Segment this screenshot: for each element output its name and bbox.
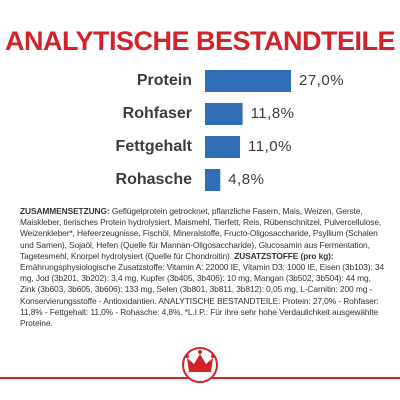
category-label: Rohfaser: [123, 105, 192, 122]
category-label: Rohasche: [116, 171, 193, 188]
composition-text: Geflügelprotein getrocknet, pflanzliche …: [20, 206, 382, 261]
composition-heading: ZUSAMMENSETZUNG:: [20, 206, 110, 216]
bar: [205, 103, 243, 125]
value-label: 11,0%: [248, 138, 292, 155]
category-label: Fettgehalt: [116, 138, 193, 155]
value-label: 11,8%: [251, 105, 295, 122]
logo: [182, 347, 218, 383]
value-label: 27,0%: [299, 72, 344, 89]
additives-heading: ZUSATZSTOFFE (pro kg):: [234, 250, 334, 261]
bar: [205, 70, 291, 92]
additives-text: Ernährungsphysiologische Zusatzstoffe: V…: [20, 262, 385, 329]
chart-title: ANALYTISCHE BESTANDTEILE: [5, 26, 395, 56]
category-label: Protein: [137, 72, 192, 89]
bar: [205, 169, 221, 191]
composition: ZUSAMMENSETZUNG: Geflügelprotein getrock…: [20, 206, 386, 329]
bar: [205, 136, 241, 158]
value-label: 4,8%: [228, 171, 264, 188]
